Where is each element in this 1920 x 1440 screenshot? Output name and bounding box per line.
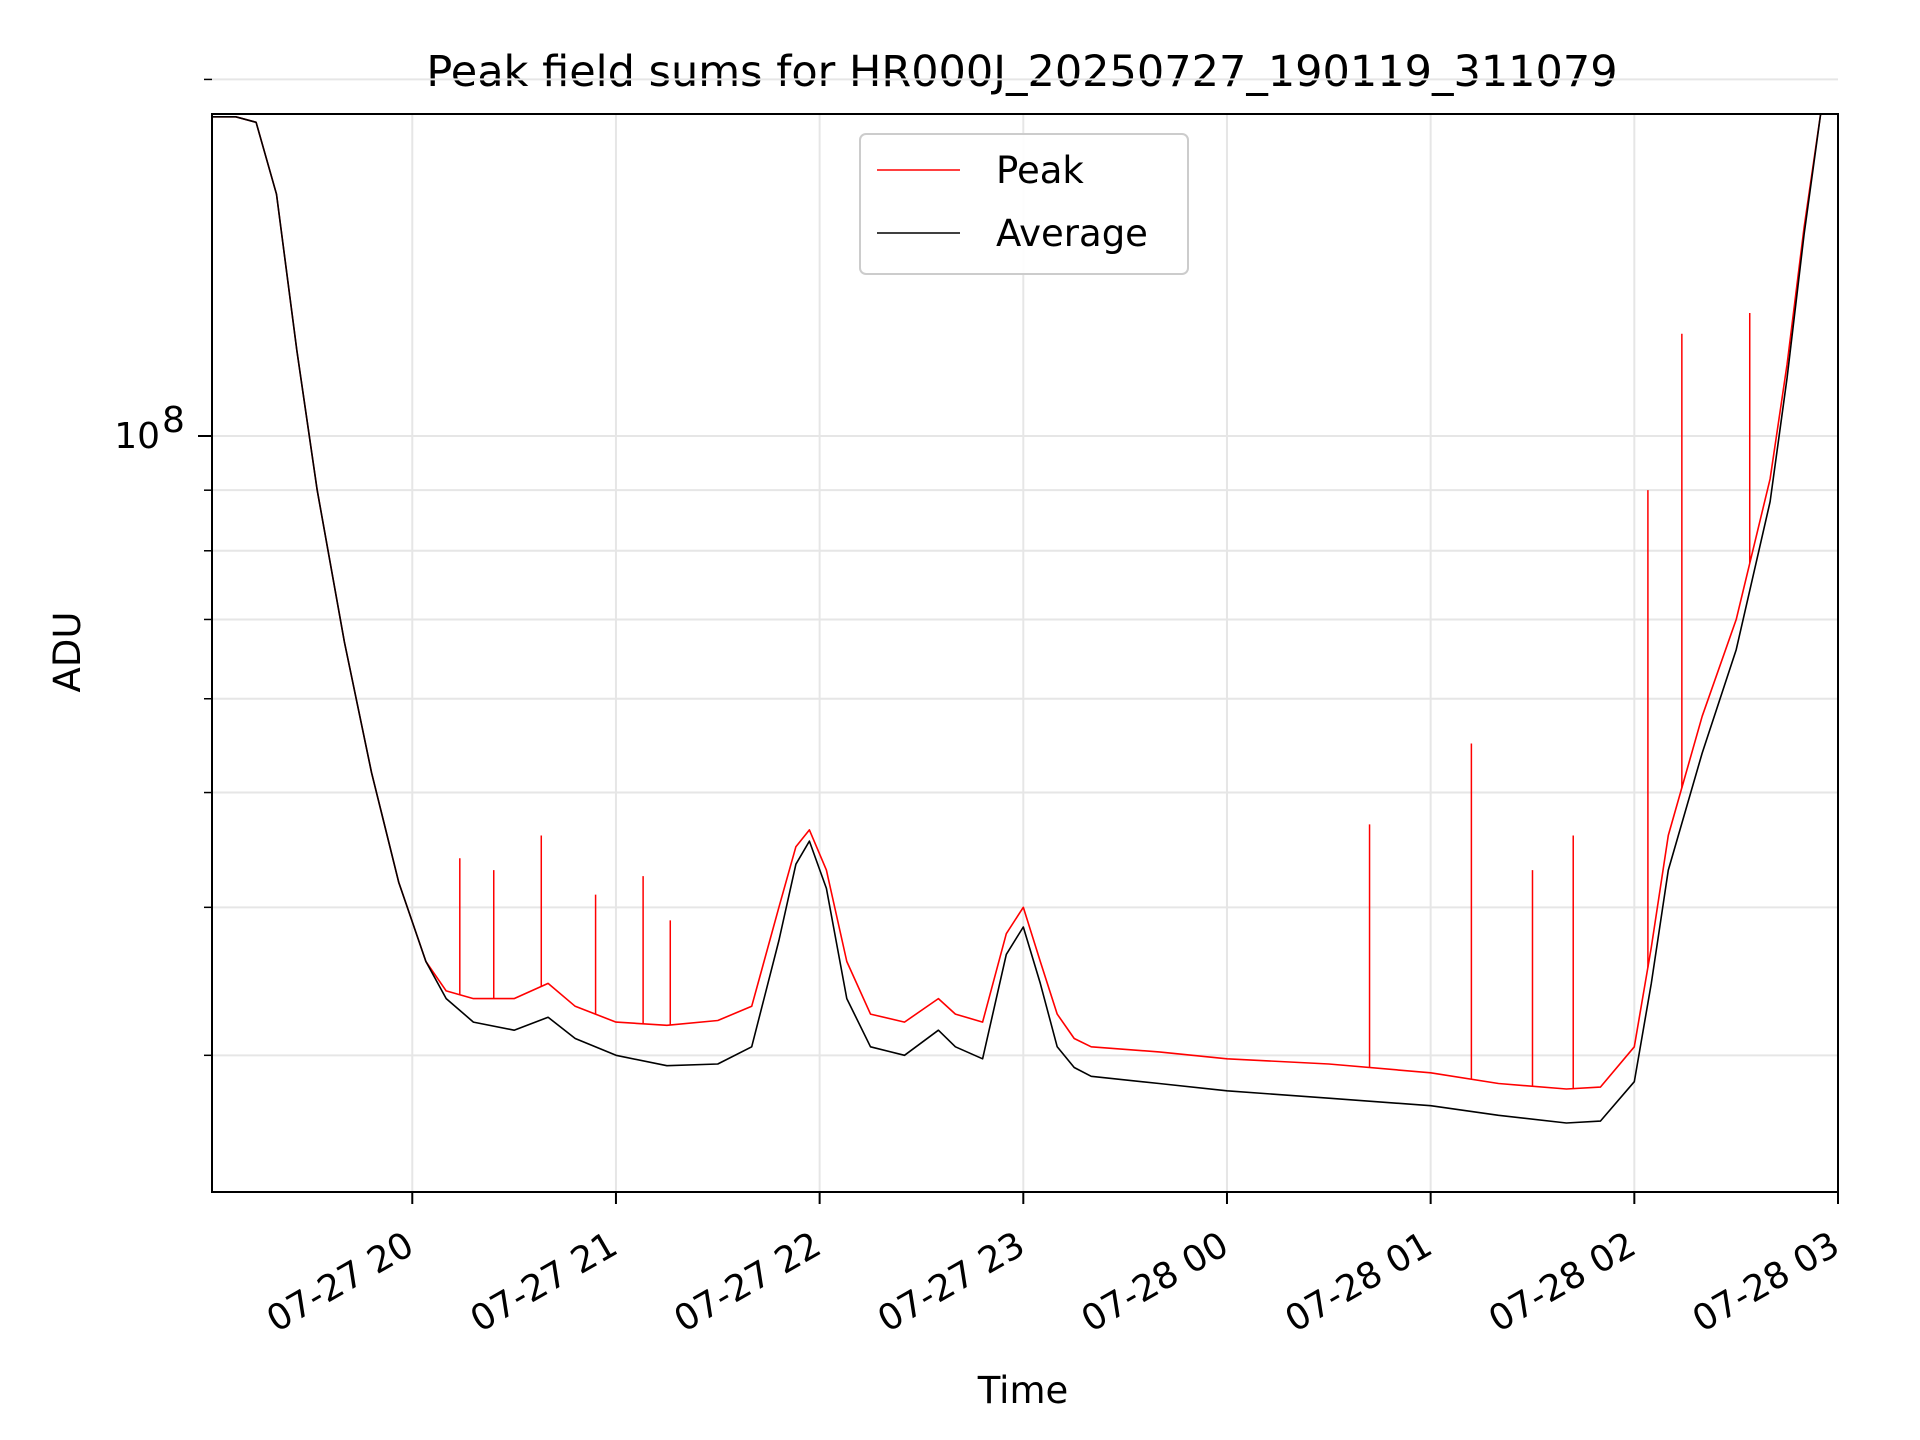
y-tick-label-base: 10	[114, 416, 160, 457]
series-layer	[212, 114, 1822, 1124]
y-axis-label: ADU	[46, 612, 89, 693]
legend-label-peak: Peak	[996, 149, 1084, 192]
x-axis-label: Time	[977, 1369, 1069, 1412]
series-line-average	[212, 114, 1822, 1124]
legend-box	[859, 133, 1189, 275]
chart-title: Peak field sums for HR000J_20250727_1901…	[426, 47, 1617, 97]
plot-frame	[211, 113, 1839, 1193]
legend-label-average: Average	[996, 212, 1148, 255]
y-tick-label-exponent: 8	[162, 400, 185, 441]
legend: Peak Average	[859, 133, 1189, 275]
